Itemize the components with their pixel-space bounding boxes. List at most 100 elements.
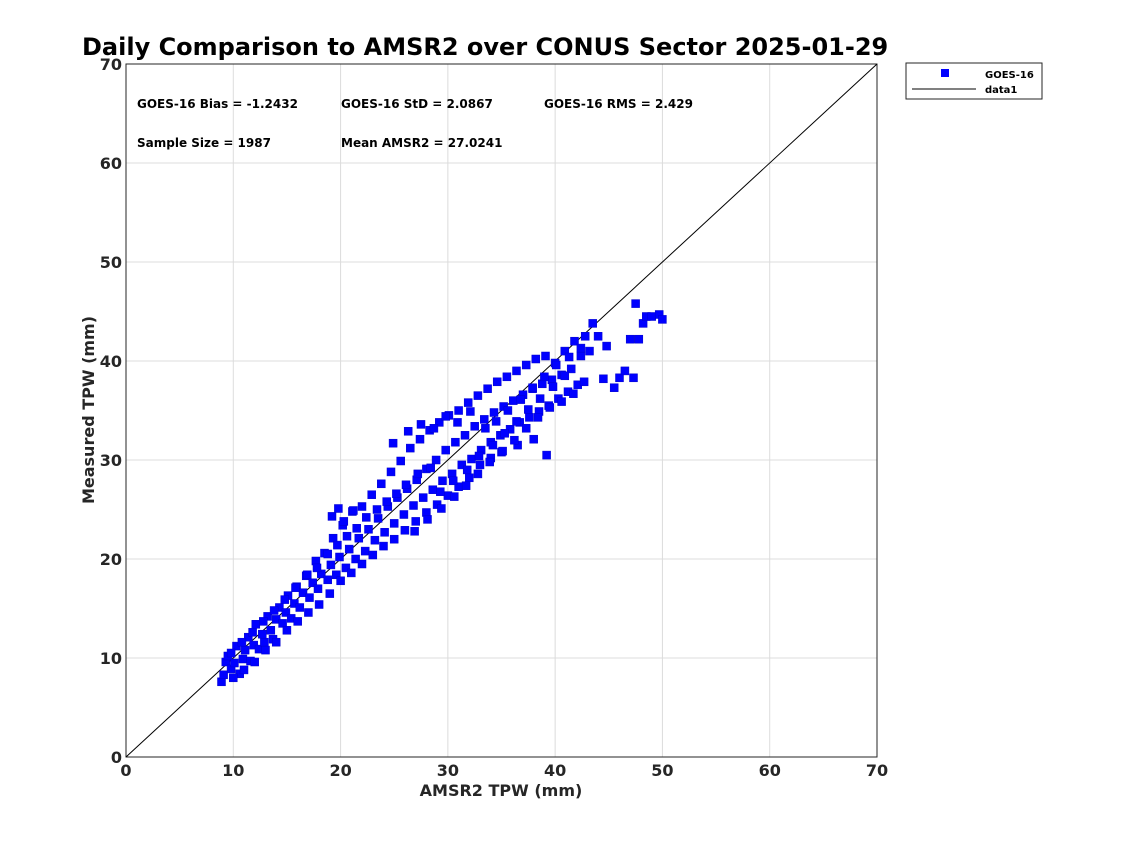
data-point [314, 600, 324, 609]
y-axis-label: Measured TPW (mm) [79, 316, 98, 504]
data-point [441, 412, 450, 421]
data-point [392, 489, 401, 498]
x-tick-label: 40 [544, 761, 566, 780]
data-point [453, 418, 462, 427]
x-axis-label: AMSR2 TPW (mm) [420, 781, 583, 800]
data-point [521, 360, 531, 370]
data-point [370, 535, 380, 545]
data-point [326, 560, 336, 570]
data-point [341, 563, 351, 573]
data-point [423, 515, 432, 524]
y-tick-label: 0 [111, 748, 122, 767]
data-point [569, 389, 578, 398]
data-point [566, 364, 576, 374]
x-tick-label: 30 [437, 761, 459, 780]
data-point [438, 476, 447, 486]
data-point [352, 524, 361, 533]
data-point [251, 620, 261, 629]
data-point [313, 584, 323, 593]
data-point [291, 583, 300, 592]
data-point [280, 595, 290, 604]
data-point [450, 492, 459, 501]
data-point [540, 372, 549, 382]
data-point [239, 665, 249, 675]
data-point [602, 341, 611, 351]
data-point [368, 550, 378, 560]
stat-mean: Mean AMSR2 = 27.0241 [341, 136, 502, 150]
chart-title: Daily Comparison to AMSR2 over CONUS Sec… [82, 33, 888, 61]
data-point [451, 437, 460, 447]
data-point [238, 654, 248, 664]
x-axis-ticks: 0 10 20 30 40 50 60 70 [120, 761, 888, 780]
data-point [461, 481, 471, 490]
data-point [293, 617, 302, 626]
data-point [335, 552, 344, 562]
data-point [525, 413, 534, 422]
data-point [373, 514, 383, 523]
data-point [248, 628, 257, 637]
data-point [524, 405, 533, 414]
data-point [323, 549, 332, 559]
data-point [396, 456, 405, 466]
x-tick-label: 20 [329, 761, 351, 780]
data-point [226, 648, 236, 658]
data-point [441, 445, 450, 455]
data-point [535, 394, 545, 403]
data-point [492, 377, 502, 387]
x-tick-label: 0 [120, 761, 131, 780]
x-tick-label: 70 [866, 761, 888, 780]
y-tick-label: 50 [100, 253, 122, 272]
data-point [531, 354, 541, 364]
data-point [357, 559, 367, 569]
data-point [576, 343, 586, 353]
data-point [308, 578, 317, 588]
legend-box [905, 62, 1043, 100]
data-point [541, 351, 550, 361]
data-point [219, 670, 228, 680]
data-point [261, 645, 270, 655]
data-point [389, 534, 399, 544]
data-point [347, 568, 356, 578]
data-point [382, 497, 391, 506]
data-point [509, 396, 518, 405]
data-point [410, 527, 419, 536]
data-point [512, 417, 521, 426]
data-point [263, 612, 272, 621]
data-point [260, 637, 269, 647]
data-point [593, 332, 603, 341]
data-point [489, 408, 499, 417]
data-point [512, 366, 521, 376]
data-point [298, 588, 308, 597]
data-point [360, 546, 370, 556]
data-point [400, 526, 410, 535]
data-point [230, 658, 239, 668]
data-point [629, 373, 638, 383]
data-point [436, 487, 445, 496]
data-point [491, 417, 501, 426]
data-point [609, 383, 619, 392]
data-point [428, 485, 438, 494]
data-point [437, 504, 446, 513]
data-point [332, 570, 341, 580]
data-point [488, 440, 498, 450]
data-point [259, 617, 268, 626]
data-point [564, 352, 574, 362]
data-point [342, 531, 352, 541]
data-point [576, 351, 586, 361]
legend: GOES-16 data1 [905, 62, 1043, 100]
legend-goes16-label: GOES-16 [985, 70, 1034, 81]
data-point [372, 505, 382, 514]
data-point [416, 420, 426, 429]
data-point [580, 332, 590, 341]
data-point [411, 517, 420, 526]
data-point [500, 429, 509, 438]
data-point [463, 398, 473, 407]
data-point [354, 533, 364, 543]
stat-bias: GOES-16 Bias = -1.2432 [137, 97, 298, 111]
data-point [599, 374, 608, 384]
data-point [258, 629, 267, 639]
x-tick-label: 60 [759, 761, 781, 780]
stat-rms: GOES-16 RMS = 2.429 [544, 97, 693, 111]
stat-sample-size: Sample Size = 1987 [137, 136, 271, 150]
